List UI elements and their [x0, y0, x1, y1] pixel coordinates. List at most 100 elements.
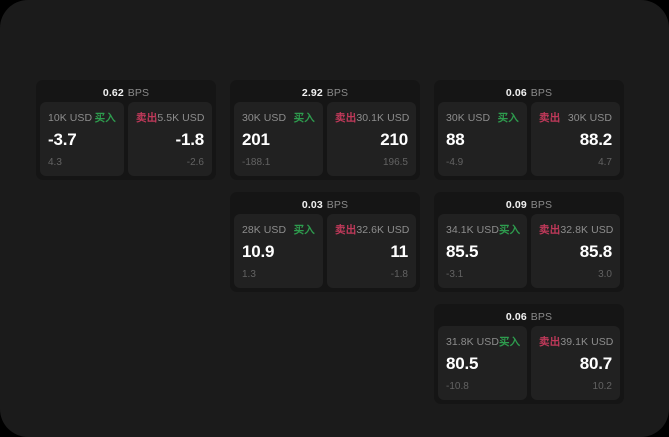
quote-column: 0.06 BPS 30K USD 买入 88 -4.9 卖出 30K USD 88.2 4.7 0.…: [434, 80, 624, 404]
quote-card[interactable]: 0.03 BPS 28K USD 买入 10.9 1.3 卖出 32.6K USD 11 -1.8: [230, 192, 420, 292]
side-header: 卖出 5.5K USD: [136, 110, 205, 124]
sell-delta: -1.8: [390, 269, 408, 280]
buy-price: 88: [446, 130, 465, 149]
spread-header: 2.92 BPS: [234, 84, 416, 102]
sell-notional-label: 5.5K USD: [157, 112, 205, 124]
sell-tag: 卖出: [335, 112, 357, 124]
buy-notional-label: 10K USD: [48, 112, 93, 124]
side-header: 28K USD 买入: [242, 222, 315, 236]
buy-tag: 买入: [94, 112, 116, 124]
buy-notional-label: 30K USD: [446, 112, 491, 124]
buy-price: 201: [242, 130, 270, 149]
side-header: 卖出 39.1K USD: [539, 334, 614, 348]
quote-sides: 30K USD 买入 88 -4.9 卖出 30K USD 88.2 4.7: [438, 102, 620, 176]
side-header: 31.8K USD 买入: [446, 334, 521, 348]
sell-price: 88.2: [579, 130, 612, 149]
sell-price: 80.7: [579, 354, 612, 373]
quote-card[interactable]: 0.06 BPS 30K USD 买入 88 -4.9 卖出 30K USD 88.2 4.7: [434, 80, 624, 180]
spread-bps-unit: BPS: [530, 311, 553, 323]
sell-price: -1.8: [175, 130, 205, 149]
spread-bps-value: 0.09: [505, 199, 527, 211]
sell-side-panel[interactable]: 卖出 39.1K USD 80.7 10.2: [531, 326, 620, 400]
side-header: 卖出 32.8K USD: [539, 222, 614, 236]
side-header: 卖出 30K USD: [539, 110, 612, 124]
buy-side-panel[interactable]: 30K USD 买入 88 -4.9: [438, 102, 527, 176]
quote-card[interactable]: 0.62 BPS 10K USD 买入 -3.7 4.3 卖出 5.5K USD -1.8 -2.…: [36, 80, 216, 180]
side-header: 卖出 30.1K USD: [335, 110, 410, 124]
buy-delta: 1.3: [242, 269, 256, 280]
buy-side-panel[interactable]: 30K USD 买入 201 -188.1: [234, 102, 323, 176]
quote-card[interactable]: 2.92 BPS 30K USD 买入 201 -188.1 卖出 30.1K USD 210 1…: [230, 80, 420, 180]
buy-tag: 买入: [498, 224, 521, 236]
buy-delta: -10.8: [446, 381, 469, 392]
buy-price: 10.9: [242, 242, 275, 261]
sell-price: 85.8: [579, 242, 612, 261]
sell-side-panel[interactable]: 卖出 5.5K USD -1.8 -2.6: [128, 102, 212, 176]
sell-delta: -2.6: [186, 157, 204, 168]
buy-price: 85.5: [446, 242, 479, 261]
spread-bps-value: 0.03: [301, 199, 323, 211]
buy-side-panel[interactable]: 31.8K USD 买入 80.5 -10.8: [438, 326, 527, 400]
sell-notional-label: 32.8K USD: [560, 224, 614, 236]
side-header: 30K USD 买入: [242, 110, 315, 124]
quote-sides: 30K USD 买入 201 -188.1 卖出 30.1K USD 210 196.5: [234, 102, 416, 176]
spread-bps-unit: BPS: [326, 87, 349, 99]
quote-sides: 10K USD 买入 -3.7 4.3 卖出 5.5K USD -1.8 -2.6: [40, 102, 212, 176]
sell-side-panel[interactable]: 卖出 32.8K USD 85.8 3.0: [531, 214, 620, 288]
quote-card[interactable]: 0.06 BPS 31.8K USD 买入 80.5 -10.8 卖出 39.1K USD 80…: [434, 304, 624, 404]
buy-delta: 4.3: [48, 157, 62, 168]
buy-delta: -188.1: [242, 157, 271, 168]
spread-header: 0.06 BPS: [438, 84, 620, 102]
spread-header: 0.06 BPS: [438, 308, 620, 326]
spread-bps-value: 2.92: [301, 87, 323, 99]
buy-side-panel[interactable]: 10K USD 买入 -3.7 4.3: [40, 102, 124, 176]
spread-bps-value: 0.62: [102, 87, 124, 99]
buy-price: 80.5: [446, 354, 479, 373]
spread-bps-unit: BPS: [326, 199, 349, 211]
buy-tag: 买入: [293, 224, 315, 236]
sell-tag: 卖出: [539, 112, 561, 124]
sell-side-panel[interactable]: 卖出 32.6K USD 11 -1.8: [327, 214, 416, 288]
sell-side-panel[interactable]: 卖出 30K USD 88.2 4.7: [531, 102, 620, 176]
buy-delta: -4.9: [446, 157, 464, 168]
side-header: 34.1K USD 买入: [446, 222, 521, 236]
sell-notional-label: 30K USD: [567, 112, 612, 124]
buy-notional-label: 34.1K USD: [446, 224, 499, 236]
sell-tag: 卖出: [539, 224, 561, 236]
sell-delta: 196.5: [382, 157, 408, 168]
buy-side-panel[interactable]: 28K USD 买入 10.9 1.3: [234, 214, 323, 288]
spread-bps-unit: BPS: [530, 199, 553, 211]
quote-card[interactable]: 0.09 BPS 34.1K USD 买入 85.5 -3.1 卖出 32.8K USD 85.…: [434, 192, 624, 292]
spread-bps-unit: BPS: [127, 87, 150, 99]
sell-notional-label: 39.1K USD: [560, 336, 614, 348]
buy-side-panel[interactable]: 34.1K USD 买入 85.5 -3.1: [438, 214, 527, 288]
sell-tag: 卖出: [335, 224, 357, 236]
sell-delta: 4.7: [598, 157, 612, 168]
quote-sides: 28K USD 买入 10.9 1.3 卖出 32.6K USD 11 -1.8: [234, 214, 416, 288]
spread-bps-unit: BPS: [530, 87, 553, 99]
sell-notional-label: 30.1K USD: [356, 112, 410, 124]
buy-tag: 买入: [497, 112, 519, 124]
quote-sides: 31.8K USD 买入 80.5 -10.8 卖出 39.1K USD 80.7 10.2: [438, 326, 620, 400]
sell-tag: 卖出: [539, 336, 561, 348]
quote-board: 0.62 BPS 10K USD 买入 -3.7 4.3 卖出 5.5K USD -1.8 -2.…: [36, 80, 634, 404]
sell-price: 210: [380, 130, 408, 149]
spread-header: 0.09 BPS: [438, 196, 620, 214]
sell-tag: 卖出: [136, 112, 158, 124]
spread-bps-value: 0.06: [505, 311, 527, 323]
buy-notional-label: 28K USD: [242, 224, 287, 236]
side-header: 10K USD 买入: [48, 110, 116, 124]
buy-price: -3.7: [48, 130, 77, 149]
buy-tag: 买入: [293, 112, 315, 124]
sell-side-panel[interactable]: 卖出 30.1K USD 210 196.5: [327, 102, 416, 176]
buy-delta: -3.1: [446, 269, 464, 280]
buy-notional-label: 31.8K USD: [446, 336, 499, 348]
side-header: 卖出 32.6K USD: [335, 222, 410, 236]
spread-bps-value: 0.06: [505, 87, 527, 99]
quote-sides: 34.1K USD 买入 85.5 -3.1 卖出 32.8K USD 85.8 3.0: [438, 214, 620, 288]
sell-notional-label: 32.6K USD: [356, 224, 410, 236]
sell-price: 11: [390, 242, 408, 261]
buy-tag: 买入: [498, 336, 521, 348]
spread-header: 0.62 BPS: [40, 84, 212, 102]
